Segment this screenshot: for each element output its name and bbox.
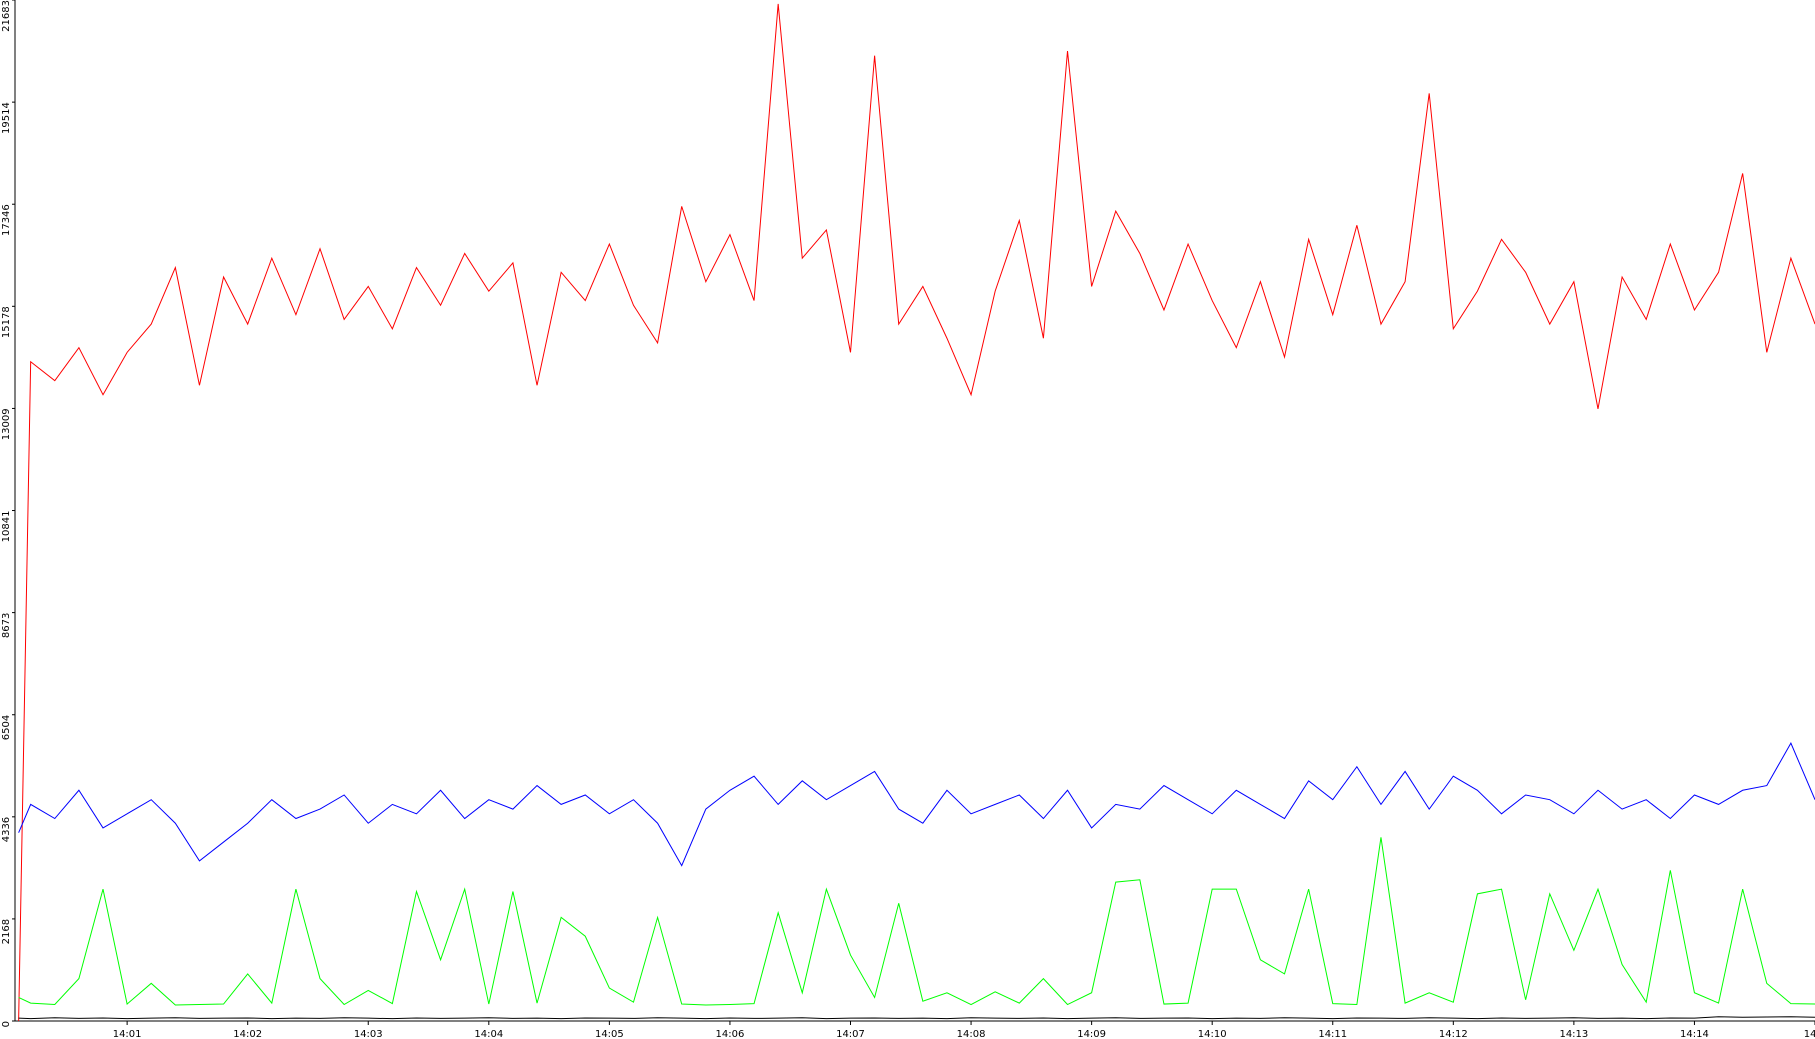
series-line <box>18 3 1815 1022</box>
series-line <box>18 837 1815 1006</box>
x-tick-label: 14:10 <box>1198 1029 1227 1039</box>
y-tick-label: 2168 <box>1 919 12 944</box>
x-tick-label: 14:02 <box>233 1029 262 1039</box>
y-tick-label: 15178 <box>1 306 12 338</box>
x-tick-label: 14:07 <box>836 1029 865 1039</box>
y-tick-label: 4336 <box>1 817 12 842</box>
series-line <box>18 1016 1815 1020</box>
x-tick-label: 14:14 <box>1680 1029 1709 1039</box>
x-tick-label: 14:08 <box>957 1029 986 1039</box>
x-tick-label: 14:09 <box>1077 1029 1106 1039</box>
y-tick-label: 6504 <box>1 715 12 740</box>
y-tick-label: 17346 <box>1 204 12 236</box>
y-tick-label: 21683 <box>1 0 12 32</box>
x-tick-label: 14:1 <box>1804 1029 1815 1039</box>
y-tick-label: 0 <box>1 1021 12 1027</box>
x-tick-label: 14:01 <box>113 1029 142 1039</box>
series-line <box>18 742 1815 867</box>
x-tick-label: 14:04 <box>474 1029 503 1039</box>
y-tick-label: 8673 <box>1 613 12 638</box>
x-tick-label: 14:06 <box>716 1029 745 1039</box>
y-tick-label: 13009 <box>1 408 12 440</box>
x-tick-label: 14:03 <box>354 1029 383 1039</box>
x-tick-label: 14:05 <box>595 1029 624 1039</box>
x-tick-label: 14:11 <box>1318 1029 1347 1039</box>
x-tick-label: 14:13 <box>1559 1029 1588 1039</box>
x-tick-label: 14:12 <box>1439 1029 1468 1039</box>
y-tick-label: 10841 <box>1 511 12 543</box>
y-tick-label: 19514 <box>1 102 12 134</box>
